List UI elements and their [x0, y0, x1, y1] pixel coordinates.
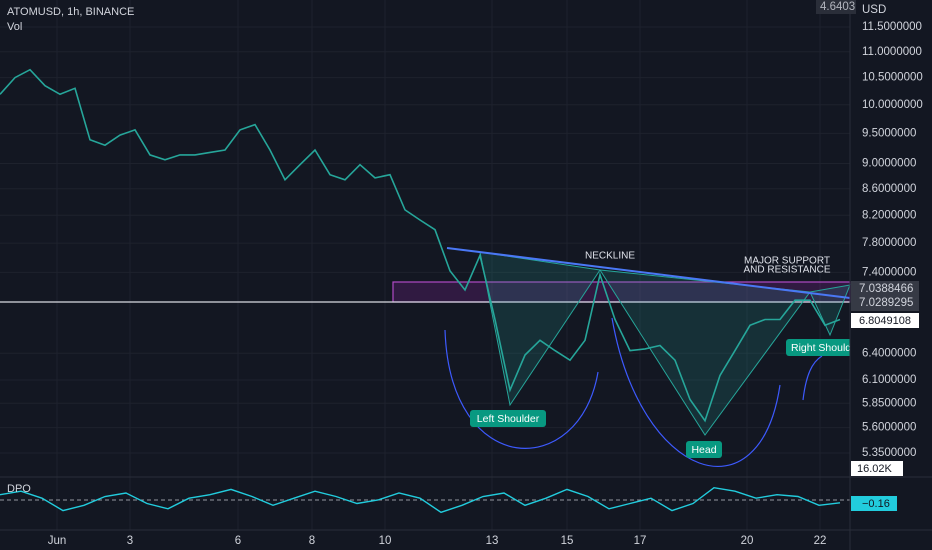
x-tick-label: 20: [741, 535, 754, 547]
y-tick-label: 10.5000000: [862, 72, 923, 84]
y-tick-label: 5.6000000: [862, 422, 916, 434]
head-label: Head: [691, 444, 716, 456]
y-tick-label: 6.4000000: [862, 347, 916, 359]
left-shoulder-shape: [479, 251, 601, 407]
symbol: ATOMUSD, 1h, BINANCE: [7, 6, 134, 18]
y-tick-label: 8.6000000: [862, 183, 916, 195]
x-tick-label: 17: [634, 535, 647, 547]
right-shoulder-label: Right Shoulder: [791, 342, 861, 354]
volume-badge: 16.02K: [857, 463, 893, 475]
x-tick-label: 3: [127, 535, 133, 547]
y-tick-label: 8.2000000: [862, 209, 916, 221]
last-price: 6.8049108: [859, 315, 911, 327]
tag-box: [686, 441, 722, 458]
tag-box: [470, 410, 546, 427]
support-label: MAJOR SUPPORT: [744, 256, 830, 267]
x-tick-label: Jun: [48, 535, 67, 547]
y-tick-label: 7.8000000: [862, 237, 916, 249]
time-axis: Jun 3 6 8 10 13 15 17 20 22: [48, 535, 827, 547]
left-shoulder-label: Left Shoulder: [477, 413, 540, 425]
currency: USD: [862, 4, 886, 16]
x-tick-label: 6: [235, 535, 241, 547]
badge: [816, 0, 856, 14]
top-badge: 4.6403: [820, 1, 855, 13]
tag-box: [786, 339, 850, 356]
x-tick-label: 13: [486, 535, 499, 547]
y-tick-label: 11.5000000: [862, 21, 922, 33]
x-tick-label: 8: [309, 535, 315, 547]
badge: [851, 281, 919, 296]
right-curve: [802, 355, 823, 401]
price-badge: 7.0289295: [859, 297, 913, 309]
x-tick-label: 15: [561, 535, 574, 547]
volume-label: Vol: [7, 21, 22, 33]
dpo-layer: [0, 486, 841, 514]
y-tick-label: 11.0000000: [862, 46, 922, 58]
y-tick-label: 5.8500000: [862, 397, 916, 409]
badge: [851, 496, 897, 511]
price-line: [0, 68, 841, 423]
neckline: [446, 247, 851, 299]
y-tick-label: 9.5000000: [862, 127, 916, 139]
x-tick-label: 10: [379, 535, 392, 547]
price-axis: 11.5000000 11.0000000 10.5000000 10.0000000…: [862, 21, 923, 459]
neckline-label: NECKLINE: [585, 251, 635, 262]
support-label: AND RESISTANCE: [743, 265, 830, 276]
x-tick-label: 22: [814, 535, 827, 547]
badge: [851, 461, 903, 476]
dpo-label: DPO: [7, 483, 31, 495]
dpo-badge: −0.16: [862, 498, 890, 510]
badge: [851, 313, 919, 328]
price-layer: [0, 68, 841, 423]
y-tick-label: 10.0000000: [862, 99, 923, 111]
head-curve: [611, 317, 781, 467]
price-badge: 7.0388466: [859, 283, 913, 295]
y-tick-label: 6.1000000: [862, 374, 916, 386]
left-curve: [444, 329, 599, 449]
badge: [851, 296, 919, 311]
y-tick-label: 5.3500000: [862, 447, 916, 459]
tag-clip: Right Shoulder: [786, 339, 861, 356]
y-tick-label: 9.0000000: [862, 157, 916, 169]
dpo-line: [0, 486, 841, 514]
y-tick-label: 7.4000000: [862, 266, 916, 278]
